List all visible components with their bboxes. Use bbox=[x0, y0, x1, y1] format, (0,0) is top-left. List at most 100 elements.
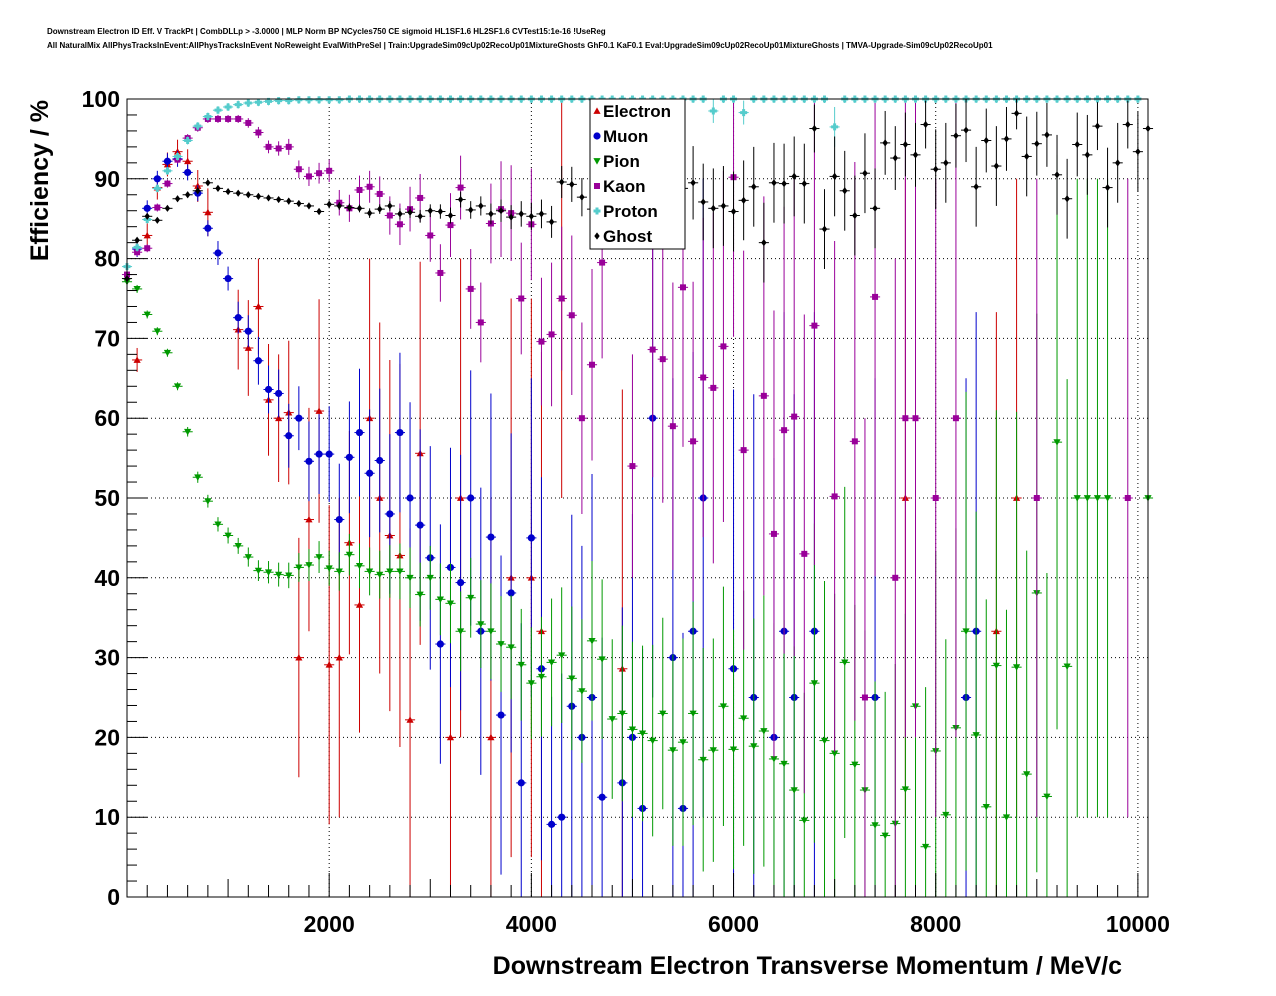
ghost-marker bbox=[720, 202, 727, 210]
ghost-point bbox=[212, 184, 224, 192]
pion-marker bbox=[153, 328, 161, 335]
y-tick-label: 50 bbox=[94, 485, 120, 511]
kaon-point bbox=[698, 217, 709, 538]
muon-marker bbox=[436, 640, 444, 648]
ghost-marker bbox=[326, 200, 332, 208]
ghost-marker bbox=[134, 236, 140, 244]
title-line-1: Downstream Electron ID Eff. V TrackPt | … bbox=[47, 27, 606, 36]
pion-point bbox=[839, 486, 850, 838]
ghost-marker bbox=[184, 191, 191, 199]
kaon-point bbox=[738, 250, 749, 650]
muon-marker bbox=[214, 249, 222, 257]
pion-marker bbox=[163, 349, 172, 357]
pion-point bbox=[1102, 178, 1113, 818]
kaon-marker bbox=[599, 259, 606, 266]
electron-marker bbox=[254, 302, 263, 310]
ghost-point bbox=[1051, 134, 1063, 215]
pion-marker bbox=[244, 554, 252, 561]
ghost-point bbox=[162, 204, 173, 212]
ghost-marker bbox=[579, 193, 585, 201]
ghost-marker bbox=[508, 213, 514, 221]
pion-marker bbox=[820, 737, 829, 745]
ghost-marker bbox=[255, 192, 262, 200]
ghost-point bbox=[870, 168, 881, 249]
kaon-point bbox=[273, 141, 284, 156]
ghost-marker bbox=[366, 209, 373, 217]
pion-point bbox=[1041, 573, 1052, 897]
kaon-point bbox=[364, 170, 375, 203]
pion-marker bbox=[831, 750, 839, 757]
ghost-point bbox=[536, 199, 547, 229]
muon-marker bbox=[396, 428, 404, 437]
proton-point bbox=[132, 243, 143, 252]
kaon-marker bbox=[437, 269, 444, 276]
kaon-marker bbox=[285, 143, 292, 150]
pion-point bbox=[870, 681, 881, 897]
kaon-marker bbox=[144, 245, 151, 252]
electron-marker bbox=[244, 344, 252, 351]
pion-point bbox=[940, 639, 951, 897]
ghost-point bbox=[971, 146, 982, 227]
kaon-point bbox=[799, 314, 810, 794]
proton-point bbox=[212, 106, 224, 115]
ghost-point bbox=[910, 122, 921, 187]
kaon-point bbox=[667, 282, 678, 570]
pion-marker bbox=[477, 621, 485, 628]
pion-marker bbox=[638, 730, 647, 738]
legend-label-pion: Pion bbox=[603, 152, 640, 171]
muon-marker bbox=[315, 450, 323, 458]
pion-marker bbox=[234, 543, 242, 550]
kaon-marker bbox=[477, 319, 484, 326]
electron-point bbox=[243, 300, 254, 396]
muon-marker bbox=[467, 494, 475, 502]
pion-point bbox=[303, 549, 315, 581]
pion-marker bbox=[679, 739, 687, 746]
muon-marker bbox=[254, 357, 263, 365]
ghost-marker bbox=[973, 183, 979, 191]
electron-marker bbox=[204, 208, 212, 216]
ghost-marker bbox=[963, 126, 969, 134]
pion-marker bbox=[1002, 814, 1011, 821]
pion-point bbox=[667, 654, 678, 846]
ghost-point bbox=[698, 163, 709, 241]
pion-point bbox=[1021, 550, 1032, 897]
pion-marker bbox=[841, 659, 849, 666]
muon-point bbox=[162, 153, 173, 170]
kaon-marker bbox=[154, 204, 161, 211]
ghost-point bbox=[273, 195, 284, 204]
pion-marker bbox=[406, 574, 414, 582]
muon-point bbox=[303, 421, 315, 502]
ghost-marker bbox=[751, 183, 757, 191]
ghost-marker bbox=[821, 225, 828, 233]
ghost-point bbox=[445, 207, 456, 224]
electron-marker bbox=[275, 414, 283, 422]
kaon-marker bbox=[902, 415, 909, 422]
pion-marker bbox=[537, 673, 546, 681]
pion-point bbox=[192, 471, 203, 483]
pion-marker bbox=[770, 756, 778, 763]
ghost-point bbox=[859, 133, 871, 214]
pion-point bbox=[809, 523, 820, 843]
muon-point bbox=[455, 454, 466, 711]
pion-point bbox=[162, 348, 173, 357]
pion-marker bbox=[881, 832, 889, 840]
pion-point bbox=[374, 550, 385, 599]
pion-marker bbox=[1023, 771, 1031, 778]
ghost-marker bbox=[478, 202, 484, 210]
pion-point bbox=[789, 646, 800, 897]
ghost-point bbox=[223, 187, 234, 196]
pion-point bbox=[1072, 178, 1083, 818]
pion-marker bbox=[376, 571, 384, 579]
ghost-marker bbox=[225, 187, 231, 196]
ghost-marker bbox=[174, 195, 181, 203]
pion-marker bbox=[1083, 495, 1091, 502]
ghost-marker bbox=[195, 187, 201, 195]
proton-point bbox=[738, 100, 749, 125]
ghost-point bbox=[708, 168, 719, 249]
ghost-marker bbox=[558, 178, 565, 186]
ghost-point bbox=[132, 236, 143, 244]
kaon-marker bbox=[548, 331, 555, 338]
ghost-point bbox=[718, 166, 729, 246]
pion-marker bbox=[517, 661, 525, 669]
